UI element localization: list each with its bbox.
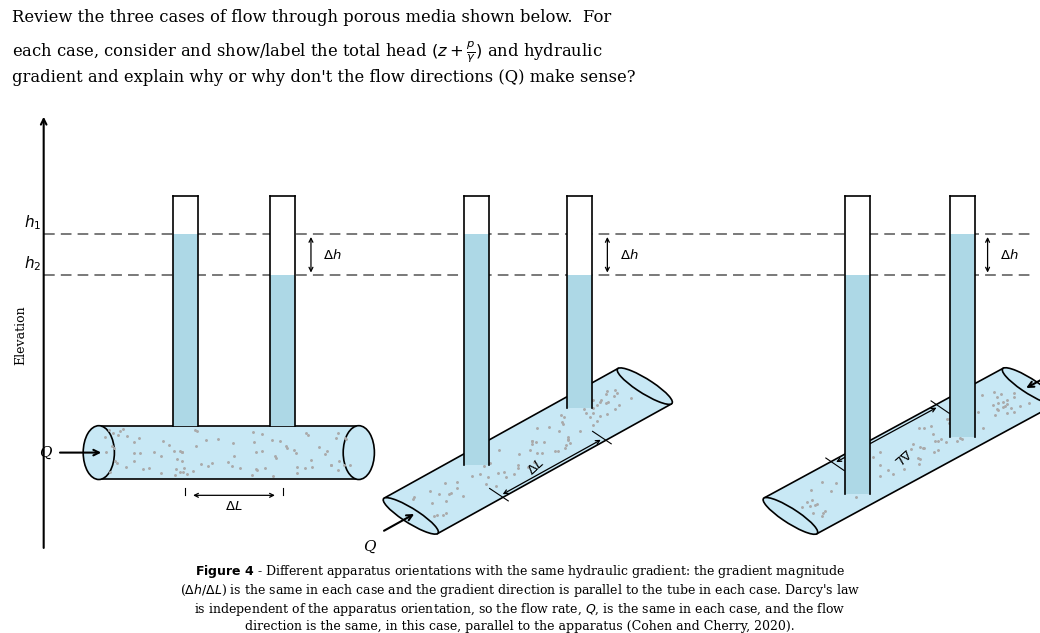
Text: $\Delta L$: $\Delta L$ [525, 456, 547, 478]
Text: is independent of the apparatus orientation, so the flow rate, $Q$, is the same : is independent of the apparatus orientat… [194, 601, 846, 618]
Bar [464, 196, 489, 465]
Text: Q: Q [363, 540, 375, 554]
Bar [99, 426, 359, 480]
Text: $h_1$: $h_1$ [24, 213, 42, 232]
Text: $\Delta L$: $\Delta L$ [891, 446, 913, 467]
Ellipse shape [763, 498, 817, 534]
Bar [567, 196, 592, 408]
Bar [844, 196, 869, 494]
Polygon shape [384, 368, 672, 534]
Text: $\Delta h$: $\Delta h$ [620, 248, 639, 262]
Text: Elevation: Elevation [15, 306, 27, 365]
Bar [844, 275, 869, 494]
Ellipse shape [383, 498, 439, 534]
Bar [567, 275, 592, 408]
Ellipse shape [1003, 368, 1040, 404]
Polygon shape [764, 368, 1040, 534]
Text: $\mathbf{Figure\ 4}$ - Different apparatus orientations with the same hydraulic : $\mathbf{Figure\ 4}$ - Different apparat… [196, 563, 844, 580]
Text: $\Delta h$: $\Delta h$ [323, 248, 342, 262]
Text: direction is the same, in this case, parallel to the apparatus (Cohen and Cherry: direction is the same, in this case, par… [245, 620, 795, 633]
Ellipse shape [343, 425, 374, 480]
Text: $h_2$: $h_2$ [24, 254, 42, 273]
Bar [464, 234, 489, 465]
Bar [951, 196, 976, 437]
Text: Review the three cases of flow through porous media shown below.  For: Review the three cases of flow through p… [12, 9, 612, 27]
Bar [270, 196, 295, 426]
Text: each case, consider and show/label the total head $(z + \frac{p}{\gamma})$ and h: each case, consider and show/label the t… [12, 39, 603, 65]
Bar [951, 234, 976, 437]
Text: $\Delta L$: $\Delta L$ [226, 500, 242, 513]
Text: $\Delta h$: $\Delta h$ [1000, 248, 1018, 262]
Ellipse shape [617, 368, 673, 404]
Text: ($\Delta h/\Delta L$) is the same in each case and the gradient direction is par: ($\Delta h/\Delta L$) is the same in eac… [180, 582, 860, 599]
Bar [270, 275, 295, 426]
Text: gradient and explain why or why don't the flow directions (Q) make sense?: gradient and explain why or why don't th… [12, 69, 636, 86]
Bar [173, 234, 198, 426]
Text: Q: Q [40, 446, 52, 460]
Bar [173, 196, 198, 426]
Ellipse shape [83, 425, 114, 480]
